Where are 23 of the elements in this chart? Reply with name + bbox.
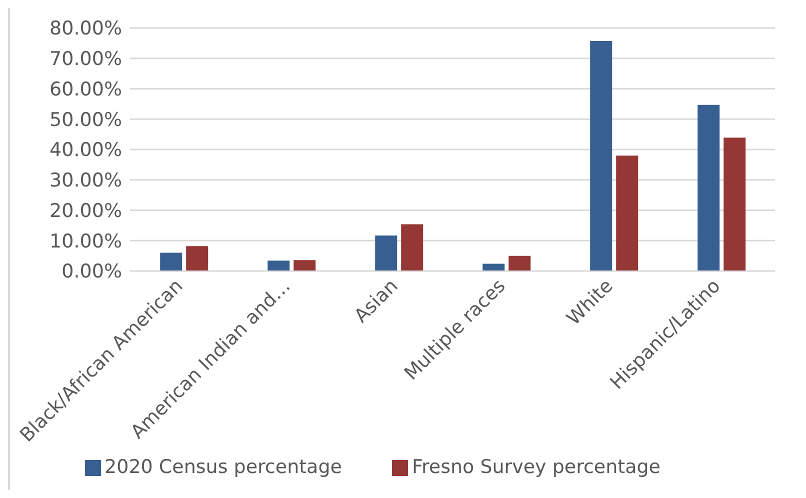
bar [482, 264, 505, 271]
y-tick-label: 60.00% [50, 78, 122, 100]
bar [616, 156, 638, 271]
bar [401, 224, 424, 271]
bar [160, 252, 182, 271]
bar [698, 104, 720, 271]
bar [375, 235, 398, 271]
y-tick-label: 80.00% [50, 18, 122, 40]
y-tick-label: 20.00% [50, 200, 122, 222]
y-tick-label: 40.00% [50, 139, 122, 162]
bar [268, 260, 290, 271]
bar [590, 41, 612, 271]
y-tick-label: 50.00% [50, 108, 122, 131]
legend-label: Fresno Survey percentage [412, 456, 660, 478]
bar [294, 260, 316, 271]
bar [508, 256, 531, 271]
y-tick-label: 70.00% [50, 48, 122, 70]
bar [724, 138, 746, 271]
y-tick-label: 10.00% [50, 230, 122, 252]
y-tick-label: 0.00% [62, 260, 122, 283]
bar [186, 246, 208, 271]
legend-label: 2020 Census percentage [104, 456, 342, 478]
y-tick-label: 30.00% [50, 170, 122, 192]
